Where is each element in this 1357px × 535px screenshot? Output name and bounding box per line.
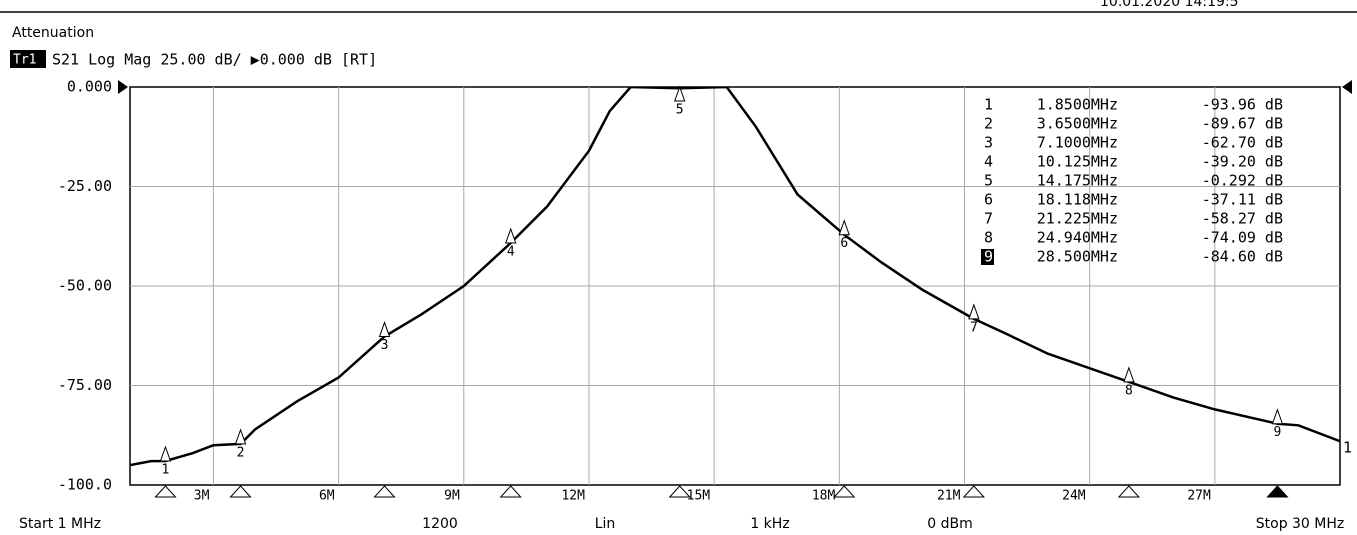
marker-number: 7	[970, 320, 978, 335]
marker-table-number: 9	[984, 248, 993, 266]
marker-number: 8	[1125, 383, 1133, 398]
y-tick-label: -100.0	[58, 476, 112, 494]
marker-triangle	[378, 321, 391, 338]
marker-triangle	[838, 219, 850, 236]
ref-arrow-right	[1342, 80, 1352, 94]
marker-table-value: -37.11 dB	[1202, 191, 1283, 209]
axis-marker	[833, 485, 856, 498]
marker-table-value: -39.20 dB	[1202, 153, 1283, 171]
active-marker-box	[981, 249, 994, 265]
marker-triangle	[1271, 408, 1284, 425]
x-tick-label: 9M	[444, 489, 460, 504]
marker-table-value: -89.67 dB	[1202, 115, 1283, 133]
y-tick-label: -25.00	[58, 177, 112, 195]
x-tick-label: 27M	[1187, 489, 1211, 504]
axis-marker	[1117, 485, 1141, 498]
x-tick-label: 24M	[1062, 489, 1086, 504]
marker-table-value: -84.60 dB	[1202, 248, 1283, 266]
marker-number: 9	[1273, 425, 1281, 440]
timestamp: 10.01.2020 14:19:5	[1100, 0, 1239, 10]
footer-label: 0 dBm	[927, 516, 973, 532]
footer-label: Stop 30 MHz	[1256, 516, 1345, 532]
footer-label: Start 1 MHz	[19, 516, 101, 532]
marker-triangle	[159, 445, 172, 462]
marker-number: 1	[162, 462, 170, 477]
marker-table-freq: 18.118MHz	[1037, 191, 1118, 209]
marker-triangle	[1123, 366, 1135, 383]
marker-number: 6	[840, 236, 848, 251]
marker-table-freq: 7.1000MHz	[1037, 134, 1118, 152]
trace-info: S21 Log Mag 25.00 dB/ ▶0.000 dB [RT]	[52, 51, 377, 69]
axis-marker	[668, 485, 691, 498]
chart-title: Attenuation	[12, 25, 94, 41]
footer-label: 1 kHz	[750, 516, 789, 532]
marker-table-number: 7	[984, 210, 993, 228]
marker-triangle	[234, 428, 247, 445]
y-tick-label: -75.00	[58, 376, 112, 394]
marker-table-number: 2	[984, 115, 993, 133]
marker-table-freq: 28.500MHz	[1037, 248, 1118, 266]
x-tick-label: 3M	[194, 489, 210, 504]
trace-label: Tr1	[13, 53, 36, 68]
trace	[130, 87, 1340, 467]
marker-table-freq: 3.6500MHz	[1037, 115, 1118, 133]
y-tick-label: -50.00	[58, 277, 112, 295]
x-tick-label: 21M	[937, 489, 961, 504]
x-tick-label: 18M	[812, 489, 836, 504]
marker-number: 4	[507, 245, 515, 260]
marker-table-number: 6	[984, 191, 993, 209]
marker-triangle	[505, 227, 517, 244]
axis-marker	[1266, 485, 1289, 498]
marker-number: 5	[676, 103, 684, 118]
axis-marker	[229, 485, 252, 498]
axis-marker	[962, 485, 986, 498]
ref-arrow-left	[118, 80, 128, 94]
x-tick-label: 6M	[319, 489, 335, 504]
trace-end-label: 1	[1343, 439, 1352, 457]
x-tick-label: 12M	[561, 489, 585, 504]
axis-marker	[154, 485, 177, 498]
marker-table-value: -74.09 dB	[1202, 229, 1283, 247]
y-tick-label: 0.000	[67, 78, 112, 96]
marker-table-value: -0.292 dB	[1202, 172, 1283, 190]
marker-triangle	[968, 303, 980, 320]
marker-number: 2	[237, 445, 245, 460]
marker-table-value: -93.96 dB	[1202, 96, 1283, 114]
marker-table-freq: 10.125MHz	[1037, 153, 1118, 171]
axis-marker	[373, 485, 396, 498]
footer-label: Lin	[595, 516, 616, 532]
marker-table-number: 8	[984, 229, 993, 247]
trace-badge	[10, 50, 46, 68]
marker-table-number: 3	[984, 134, 993, 152]
marker-table-freq: 1.8500MHz	[1037, 96, 1118, 114]
marker-table-value: -58.27 dB	[1202, 210, 1283, 228]
marker-table-freq: 21.225MHz	[1037, 210, 1118, 228]
marker-table-value: -62.70 dB	[1202, 134, 1283, 152]
axis-marker	[499, 485, 522, 498]
marker-triangle	[674, 85, 686, 102]
marker-table-number: 5	[984, 172, 993, 190]
marker-table-freq: 14.175MHz	[1037, 172, 1118, 190]
marker-number: 3	[381, 338, 389, 353]
x-tick-label: 15M	[687, 489, 711, 504]
marker-table-number: 4	[984, 153, 993, 171]
marker-table-freq: 24.940MHz	[1037, 229, 1118, 247]
footer-label: 1200	[422, 516, 458, 532]
marker-table-number: 1	[984, 96, 993, 114]
